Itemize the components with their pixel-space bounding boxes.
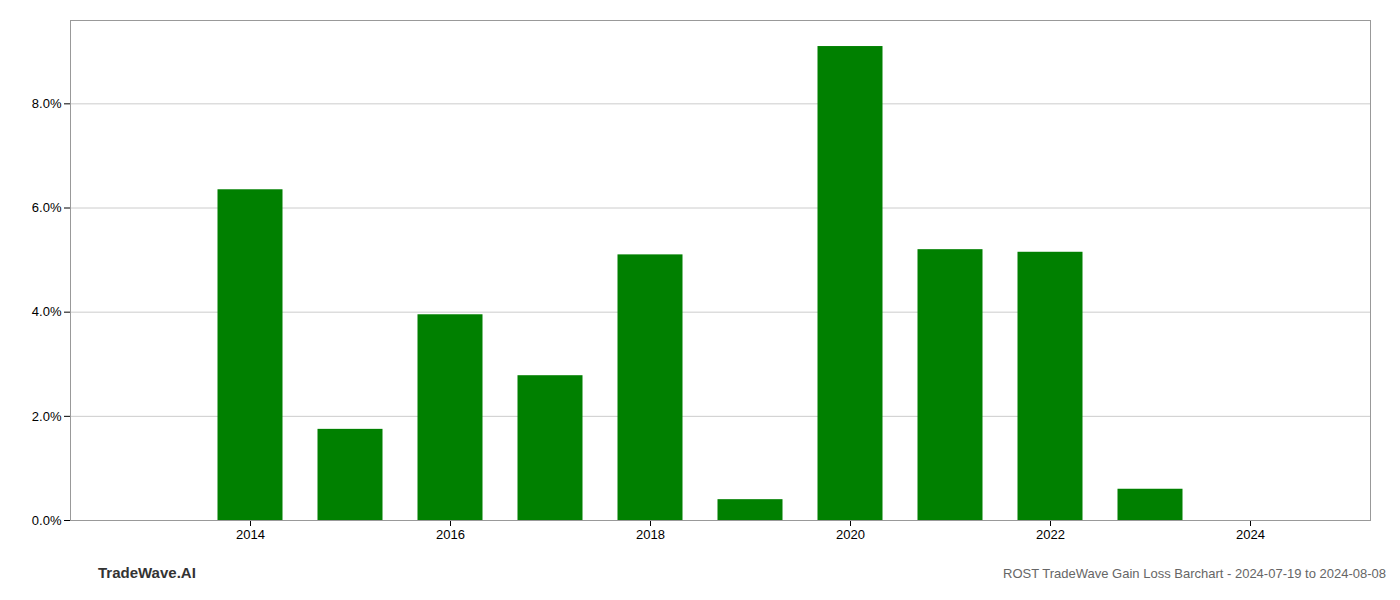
svg-text:2.0%: 2.0% bbox=[32, 408, 62, 423]
svg-text:4.0%: 4.0% bbox=[32, 304, 62, 319]
svg-text:2022: 2022 bbox=[1036, 527, 1065, 542]
svg-text:2020: 2020 bbox=[836, 527, 865, 542]
svg-text:8.0%: 8.0% bbox=[32, 96, 62, 111]
svg-text:6.0%: 6.0% bbox=[32, 200, 62, 215]
svg-text:2018: 2018 bbox=[636, 527, 665, 542]
svg-text:0.0%: 0.0% bbox=[32, 513, 62, 528]
svg-text:2016: 2016 bbox=[436, 527, 465, 542]
svg-text:2024: 2024 bbox=[1236, 527, 1265, 542]
html-text:TradeWave.AI: TradeWave.AI bbox=[98, 564, 196, 581]
html-text:ROST TradeWave Gain Loss Barch: ROST TradeWave Gain Loss Barchart - 2024… bbox=[1003, 566, 1386, 581]
svg-text:2014: 2014 bbox=[236, 527, 265, 542]
